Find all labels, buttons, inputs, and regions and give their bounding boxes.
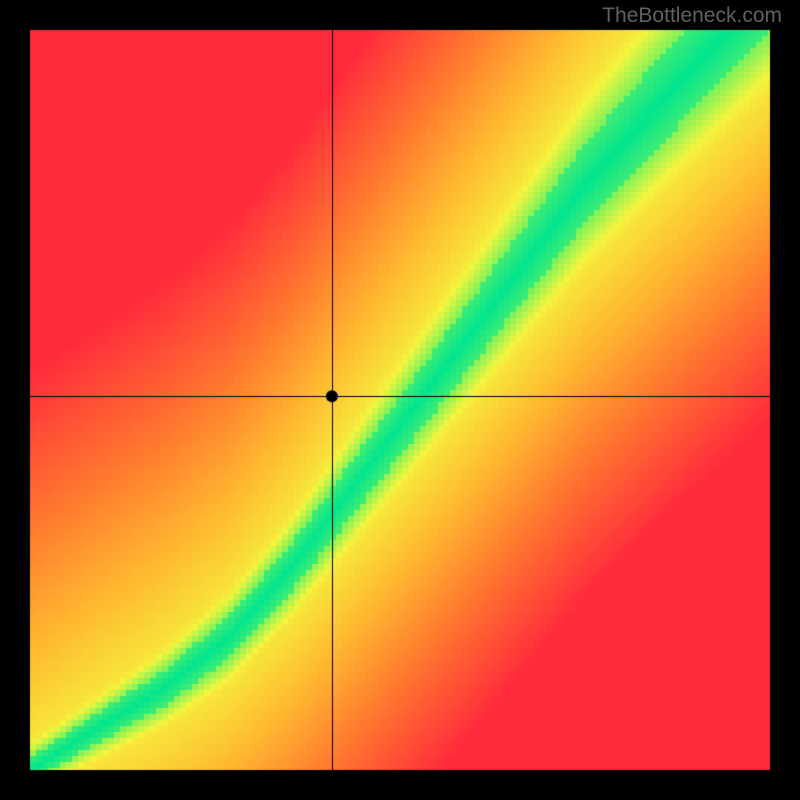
- attribution-text: TheBottleneck.com: [602, 4, 782, 28]
- bottleneck-heatmap-canvas: [0, 0, 800, 800]
- chart-container: TheBottleneck.com: [0, 0, 800, 800]
